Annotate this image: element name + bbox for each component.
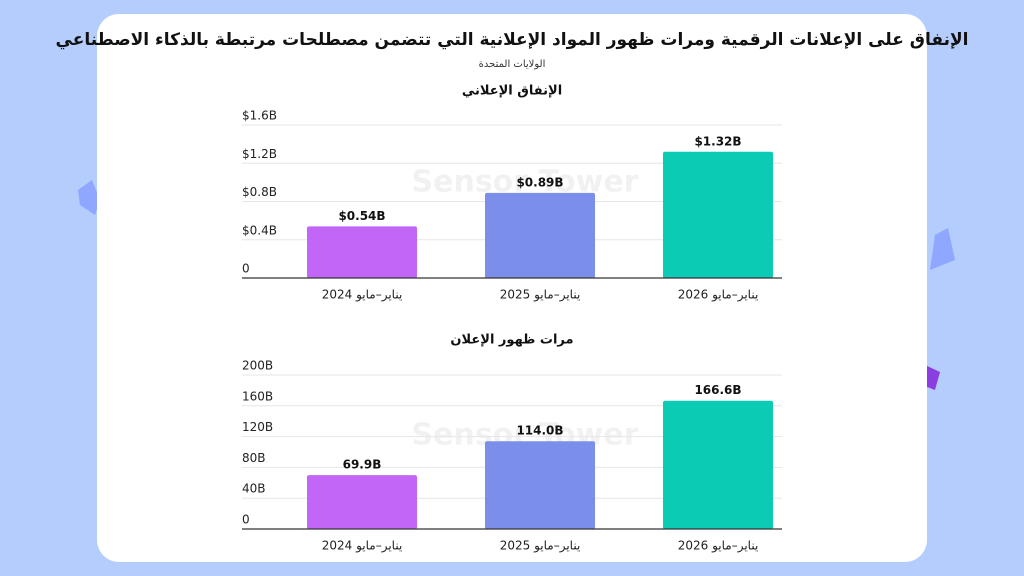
x-tick-label: يناير–مايو 2025 bbox=[500, 539, 581, 554]
title: الإنفاق على الإعلانات الرقمية ومرات ظهور… bbox=[56, 30, 969, 50]
y-tick-label: $0.8B bbox=[242, 185, 277, 199]
y-tick-label: 120B bbox=[242, 420, 273, 434]
value-label: $0.89B bbox=[516, 175, 563, 189]
y-tick-label: 40B bbox=[242, 482, 266, 496]
bar bbox=[663, 151, 773, 278]
subtitle: الولايات المتحدة bbox=[479, 59, 546, 70]
y-tick-label: 80B bbox=[242, 451, 266, 465]
y-tick-label: $1.6B bbox=[242, 109, 277, 123]
x-tick-label: يناير–مايو 2026 bbox=[678, 539, 759, 554]
value-label: 69.9B bbox=[343, 458, 382, 472]
bar bbox=[485, 441, 595, 529]
bar bbox=[663, 400, 773, 529]
y-tick-label: 160B bbox=[242, 389, 273, 403]
decoration bbox=[78, 180, 100, 215]
y-tick-label: 200B bbox=[242, 359, 273, 373]
bar bbox=[307, 226, 417, 278]
chart-title: الإنفاق الإعلاني bbox=[462, 84, 562, 99]
y-tick-label: 0 bbox=[242, 262, 250, 276]
bar bbox=[307, 475, 417, 529]
x-tick-label: يناير–مايو 2024 bbox=[322, 288, 403, 303]
chart-title: مرات ظهور الإعلان bbox=[450, 333, 573, 348]
value-label: 166.6B bbox=[694, 383, 741, 397]
y-tick-label: 0 bbox=[242, 513, 250, 527]
y-tick-label: $0.4B bbox=[242, 223, 277, 237]
decoration bbox=[930, 228, 955, 270]
x-tick-label: يناير–مايو 2024 bbox=[322, 539, 403, 554]
bar bbox=[485, 192, 595, 278]
y-tick-label: $1.2B bbox=[242, 147, 277, 161]
value-label: 114.0B bbox=[516, 424, 563, 438]
x-tick-label: يناير–مايو 2026 bbox=[678, 288, 759, 303]
x-tick-label: يناير–مايو 2025 bbox=[500, 288, 581, 303]
value-label: $1.32B bbox=[694, 134, 741, 148]
value-label: $0.54B bbox=[338, 209, 385, 223]
